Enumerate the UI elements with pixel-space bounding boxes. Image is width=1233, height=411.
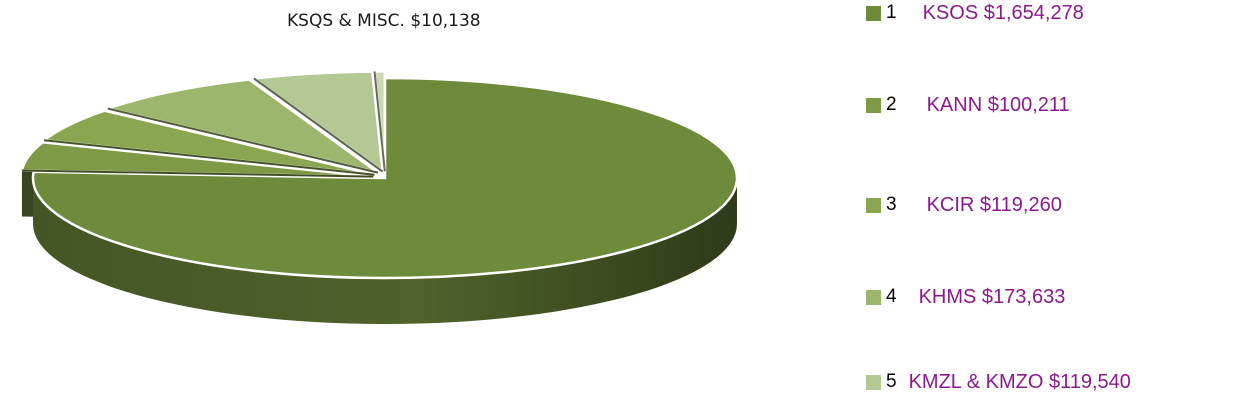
pie-slice-1 (31, 76, 739, 280)
legend-label-3: KCIR $119,260 (926, 193, 1062, 216)
legend-label-4: KHMS $173,633 (918, 285, 1066, 308)
legend-swatch-2 (866, 97, 881, 113)
legend-index-2: 2 (886, 94, 897, 115)
legend-index-3: 3 (886, 194, 897, 215)
legend-index-1: 1 (886, 2, 897, 23)
legend-label-5: KMZL & KMZO $119,540 (908, 370, 1131, 393)
ksqs-misc-annotation: KSQS & MISC. $10,138 (287, 11, 481, 31)
legend-item-4: 4 KHMS $173,633 (866, 284, 1065, 310)
pie-slice-seam-2 (21, 169, 374, 178)
legend-label-2: KANN $100,211 (926, 93, 1070, 116)
pie-slice-side-1 (33, 178, 737, 324)
legend-swatch-4 (866, 289, 881, 305)
legend-swatch-3 (866, 197, 881, 213)
pie-slice-seam-4 (107, 107, 379, 174)
legend-item-1: 1 KSOS $1,654,278 (866, 0, 1084, 26)
legend-label-1: KSOS $1,654,278 (922, 1, 1084, 24)
legend-index-5: 5 (886, 371, 897, 392)
pie-slice-seam-6 (373, 71, 386, 172)
legend: 1 KSOS $1,654,278 2 KANN $100,211 3 KCIR… (866, 0, 1233, 411)
legend-item-3: 3 KCIR $119,260 (866, 192, 1062, 218)
legend-swatch-1 (866, 5, 881, 21)
legend-item-2: 2 KANN $100,211 (866, 92, 1070, 118)
legend-index-4: 4 (886, 286, 897, 307)
pie-slice-4 (103, 78, 379, 174)
pie-slice-seam-3 (43, 139, 375, 176)
legend-item-5: 5 KMZL & KMZO $119,540 (866, 369, 1131, 395)
legend-swatch-5 (866, 374, 881, 390)
pie-slice-seam-5 (253, 77, 384, 173)
pie-chart (20, 70, 739, 324)
